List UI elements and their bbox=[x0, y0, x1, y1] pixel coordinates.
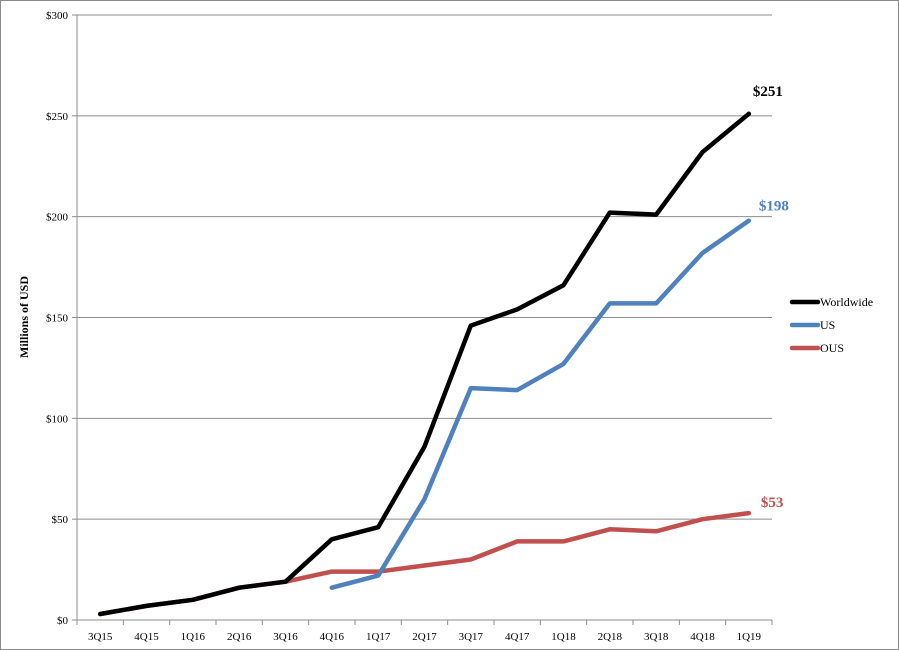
x-tick-label: 3Q18 bbox=[644, 631, 669, 643]
x-tick-label: 2Q16 bbox=[227, 631, 252, 643]
y-tick-label: $50 bbox=[52, 514, 69, 526]
x-tick-label: 1Q16 bbox=[181, 631, 206, 643]
x-tick-label: 2Q18 bbox=[598, 631, 623, 643]
legend: Worldwide US OUS bbox=[789, 295, 873, 355]
x-tick-label: 4Q18 bbox=[690, 631, 715, 643]
gridlines bbox=[77, 14, 772, 520]
y-tick-label: $250 bbox=[46, 111, 69, 123]
end-label-ous: $53 bbox=[761, 495, 784, 511]
x-tick-label: 3Q16 bbox=[273, 631, 298, 643]
end-labels: $251 $198 $53 bbox=[753, 84, 789, 511]
y-tick-label: $200 bbox=[46, 212, 69, 224]
y-tick-label: $0 bbox=[57, 615, 69, 627]
end-label-worldwide: $251 bbox=[753, 84, 783, 100]
series-lines bbox=[97, 111, 752, 617]
end-label-us: $198 bbox=[759, 199, 789, 215]
x-tick-label: 3Q17 bbox=[459, 631, 484, 643]
legend-label-us: US bbox=[820, 318, 835, 332]
legend-label-worldwide: Worldwide bbox=[820, 295, 873, 309]
y-tick-label: $100 bbox=[46, 413, 69, 425]
y-tick-label: $300 bbox=[46, 10, 69, 22]
axes: $0 $50 $100 $150 $200 $250 $300 3Q15 4Q15 1Q16 2Q1… bbox=[46, 10, 773, 643]
x-tick-label: 1Q19 bbox=[737, 631, 762, 643]
series-line-us bbox=[329, 218, 752, 590]
x-tick-label: 4Q16 bbox=[320, 631, 345, 643]
x-tick-label: 4Q15 bbox=[134, 631, 159, 643]
x-tick-label: 4Q17 bbox=[505, 631, 530, 643]
series-line-worldwide bbox=[97, 111, 752, 617]
x-tick-label: 1Q17 bbox=[366, 631, 391, 643]
x-tick-label: 1Q18 bbox=[551, 631, 576, 643]
legend-label-ous: OUS bbox=[820, 341, 844, 355]
x-tick-label: 3Q15 bbox=[88, 631, 113, 643]
x-tick-label: 2Q17 bbox=[412, 631, 437, 643]
y-axis-title: Millions of USD bbox=[17, 276, 31, 358]
y-tick-label: $150 bbox=[46, 313, 69, 325]
